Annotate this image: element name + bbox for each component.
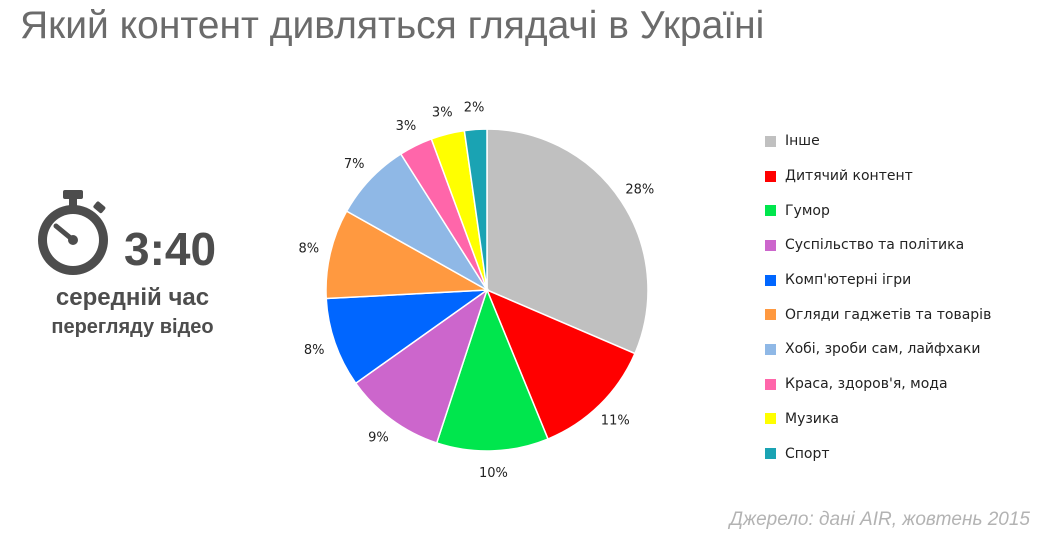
- slice-data-label-7: 3%: [396, 119, 417, 134]
- stat-caption-line2: перегляду відео: [51, 316, 214, 338]
- legend-swatch: [765, 274, 776, 286]
- chart-legend: Інше Дитячий контент Гумор Суспільство та п…: [765, 124, 991, 471]
- legend-item-5: Огляди гаджетів та товарів: [765, 297, 991, 332]
- legend-item-9: Спорт: [765, 436, 991, 471]
- slice-data-label-9: 2%: [464, 100, 485, 115]
- slice-data-label-2: 10%: [479, 466, 508, 481]
- slice-data-label-3: 9%: [368, 430, 389, 445]
- legend-swatch: [765, 448, 776, 460]
- legend-item-8: Музика: [765, 402, 991, 437]
- legend-label: Музика: [785, 410, 839, 427]
- slice-data-label-5: 8%: [298, 241, 319, 256]
- legend-label: Краса, здоров'я, мода: [785, 376, 948, 393]
- slice-data-label-1: 11%: [601, 414, 630, 429]
- legend-label: Хобі, зроби сам, лайфхаки: [785, 341, 981, 358]
- pie-slice-1: [485, 288, 636, 440]
- stat-caption-line1: середній час: [55, 284, 210, 311]
- legend-item-2: Гумор: [765, 193, 991, 228]
- legend-label: Огляди гаджетів та товарів: [785, 306, 992, 323]
- slice-data-label-6: 7%: [344, 157, 365, 172]
- legend-swatch: [765, 135, 776, 147]
- legend-swatch: [765, 378, 776, 390]
- legend-label: Гумор: [785, 202, 830, 219]
- legend-swatch: [765, 239, 776, 251]
- pie-slice-3: [354, 288, 489, 444]
- pie-slice-9: [463, 128, 488, 291]
- legend-swatch: [765, 205, 776, 217]
- stopwatch-icon: [38, 190, 108, 275]
- legend-swatch: [765, 170, 776, 182]
- pie-slice-2: [435, 287, 549, 452]
- slice-data-label-0: 28%: [625, 182, 654, 197]
- legend-label: Суспільство та політика: [785, 237, 965, 254]
- legend-item-7: Краса, здоров'я, мода: [765, 367, 991, 402]
- page-title: Який контент дивляться глядачі в Україні: [20, 4, 765, 47]
- legend-swatch: [765, 309, 776, 321]
- legend-item-1: Дитячий контент: [765, 159, 991, 194]
- legend-item-6: Хобі, зроби сам, лайфхаки: [765, 332, 991, 367]
- pie-slice-5: [325, 210, 490, 300]
- pie-slice-4: [325, 289, 490, 385]
- legend-item-3: Суспільство та політика: [765, 228, 991, 263]
- source-note: Джерело: дані AIR, жовтень 2015: [729, 509, 1030, 530]
- legend-label: Комп'ютерні ігри: [785, 272, 912, 289]
- legend-swatch: [765, 413, 776, 425]
- slice-data-label-4: 8%: [304, 343, 325, 358]
- legend-item-4: Комп'ютерні ігри: [765, 263, 991, 298]
- legend-label: Інше: [785, 133, 820, 150]
- legend-item-0: Інше: [765, 124, 991, 159]
- legend-swatch: [765, 343, 776, 355]
- stat-value: 3:40: [124, 223, 217, 275]
- slice-data-label-8: 3%: [432, 106, 453, 121]
- legend-label: Спорт: [785, 445, 830, 462]
- pie-slice-0: [486, 128, 649, 355]
- legend-label: Дитячий контент: [785, 168, 913, 185]
